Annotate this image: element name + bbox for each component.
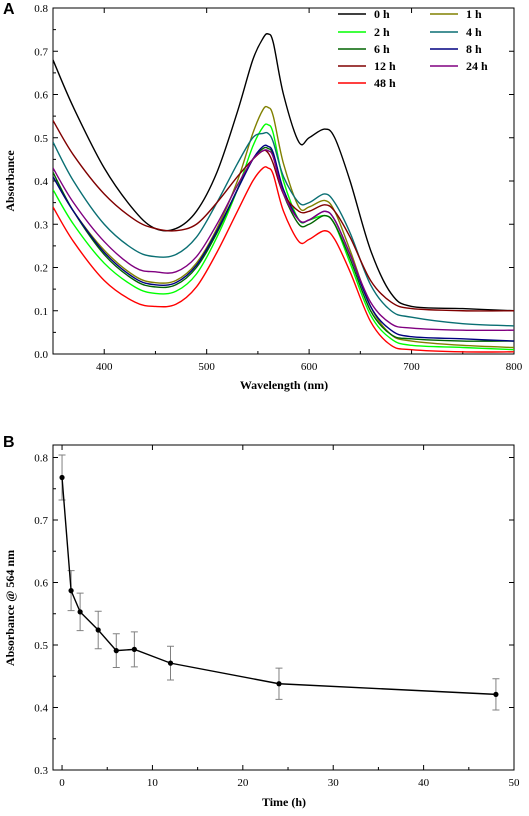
- series-line-2h: [53, 123, 514, 351]
- a-xtick-label: 500: [198, 361, 215, 373]
- series-line-4h: [53, 131, 514, 327]
- legend-label: 8 h: [466, 42, 482, 56]
- series-line-24h: [53, 149, 514, 332]
- b-ytick-label: 0.8: [34, 453, 48, 465]
- series-line-6h: [53, 146, 514, 342]
- b-ytick-label: 0.5: [34, 640, 48, 652]
- panel-b: B 0 10 20 30 40 50 0.3 0.4 0.5 0.6 0.7 0…: [3, 434, 520, 809]
- b-xtick-label: 50: [509, 777, 521, 789]
- b-x-axis-title: Time (h): [262, 795, 306, 809]
- legend-label: 0 h: [374, 7, 390, 21]
- b-y-axis-title: Absorbance @ 564 nm: [3, 550, 17, 666]
- data-point: [493, 691, 499, 697]
- data-point: [276, 681, 282, 687]
- panel-a-label: A: [3, 1, 15, 18]
- a-x-axis-title: Wavelength (nm): [240, 378, 328, 392]
- panel-a-x-tick-labels: 400 500 600 700 800: [96, 361, 523, 373]
- a-ytick-label: 0.1: [34, 306, 48, 318]
- legend-label: 24 h: [466, 59, 488, 73]
- a-xtick-label: 400: [96, 361, 113, 373]
- a-ytick-label: 0.5: [34, 133, 48, 145]
- a-xtick-label: 600: [301, 361, 318, 373]
- panel-b-y-tick-labels: 0.3 0.4 0.5 0.6 0.7 0.8: [34, 453, 48, 778]
- a-ytick-label: 0.6: [34, 90, 48, 102]
- a-ytick-label: 0.4: [34, 176, 48, 188]
- b-xtick-label: 10: [147, 777, 159, 789]
- panel-b-plot-frame: [52, 444, 515, 771]
- a-ytick-label: 0.0: [34, 349, 48, 361]
- data-point: [95, 627, 101, 633]
- data-point: [113, 648, 119, 654]
- data-point: [131, 646, 137, 652]
- b-ytick-label: 0.3: [34, 765, 48, 777]
- legend-label: 48 h: [374, 76, 396, 90]
- series-line-1h: [53, 105, 514, 349]
- legend-label: 1 h: [466, 7, 482, 21]
- a-y-axis-title: Absorbance: [3, 150, 17, 212]
- data-point: [59, 474, 65, 481]
- data-point: [167, 660, 174, 666]
- b-xtick-label: 30: [328, 777, 340, 789]
- series-line-12h: [53, 120, 514, 312]
- panel-a: A 400 500 600 700 800 0.0 0.1 0.2 0.3 0.…: [3, 1, 523, 392]
- a-xtick-label: 800: [506, 361, 523, 373]
- legend-label: 6 h: [374, 42, 390, 56]
- b-xtick-label: 20: [237, 777, 249, 789]
- b-xtick-label: 40: [418, 777, 430, 789]
- a-ytick-label: 0.2: [34, 263, 48, 275]
- data-point: [77, 609, 83, 615]
- panel-a-y-tick-labels: 0.0 0.1 0.2 0.3 0.4 0.5 0.6 0.7 0.8: [34, 3, 48, 361]
- panel-b-label: B: [3, 434, 15, 451]
- b-ytick-label: 0.4: [34, 703, 48, 715]
- panel-a-axis-ticks: [52, 7, 515, 355]
- legend-label: 12 h: [374, 59, 396, 73]
- a-ytick-label: 0.7: [34, 46, 48, 58]
- panel-a-series-lines: [53, 33, 514, 353]
- legend-label: 4 h: [466, 25, 482, 39]
- b-ytick-label: 0.7: [34, 515, 48, 527]
- a-xtick-label: 700: [403, 361, 420, 373]
- b-ytick-label: 0.6: [34, 578, 48, 590]
- series-line-8h: [53, 144, 514, 342]
- panel-b-axis-ticks: [53, 445, 515, 771]
- a-ytick-label: 0.8: [34, 3, 48, 15]
- data-point: [68, 588, 74, 594]
- panel-a-legend: 0 h 1 h 2 h 4 h 6 h 8 h 12 h 24 h 48 h: [338, 7, 488, 90]
- panel-b-series: [58, 454, 500, 711]
- panel-b-x-tick-labels: 0 10 20 30 40 50: [59, 777, 520, 789]
- legend-label: 2 h: [374, 25, 390, 39]
- series-line-absorbance-564: [61, 477, 496, 696]
- a-ytick-label: 0.3: [34, 219, 48, 231]
- b-xtick-label: 0: [59, 777, 65, 789]
- series-line-48h: [53, 166, 514, 353]
